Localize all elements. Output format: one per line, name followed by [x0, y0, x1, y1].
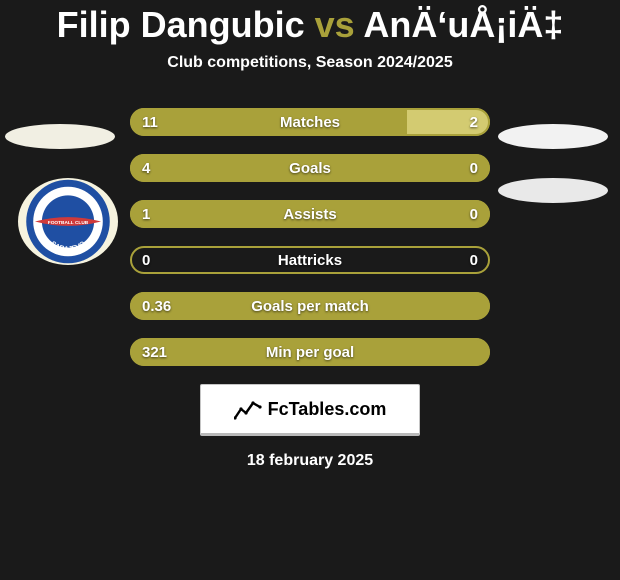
stat-bar-track: [130, 338, 490, 366]
stat-bar-left: [130, 154, 490, 182]
stat-row: Goals per match0.36: [130, 292, 490, 320]
player-a-name: Filip Dangubic: [57, 4, 305, 45]
stat-row: Hattricks00: [130, 246, 490, 274]
stat-bar-track: [130, 200, 490, 228]
stat-bar-track: [130, 292, 490, 320]
stat-row: Min per goal321: [130, 338, 490, 366]
stat-row: Goals40: [130, 154, 490, 182]
brand-text: FcTables.com: [268, 399, 387, 420]
stats-bars: Matches112 Goals40 Assists10 Hattricks00 Goa…: [0, 108, 620, 366]
page-title: Filip Dangubic vs AnÄ‘uÅ¡iÄ‡: [57, 4, 564, 46]
stat-bar-left: [130, 292, 490, 320]
stat-bar-left: [130, 338, 490, 366]
stat-bar-track: [130, 246, 490, 274]
stat-bar-track: [130, 154, 490, 182]
stat-bar-right: [407, 108, 490, 136]
comparison-card: Filip Dangubic vs AnÄ‘uÅ¡iÄ‡ Club compet…: [0, 0, 620, 580]
stat-bar-left: [130, 200, 490, 228]
date: 18 february 2025: [247, 452, 373, 470]
subtitle: Club competitions, Season 2024/2025: [167, 54, 452, 72]
player-b-name: AnÄ‘uÅ¡iÄ‡: [363, 4, 563, 45]
stat-bar-track: [130, 108, 490, 136]
brand-logo-icon: [234, 398, 262, 420]
stat-row: Matches112: [130, 108, 490, 136]
vs-separator: vs: [305, 4, 364, 45]
stat-bar-left: [130, 108, 407, 136]
stat-row: Assists10: [130, 200, 490, 228]
brand-box[interactable]: FcTables.com: [200, 384, 420, 436]
